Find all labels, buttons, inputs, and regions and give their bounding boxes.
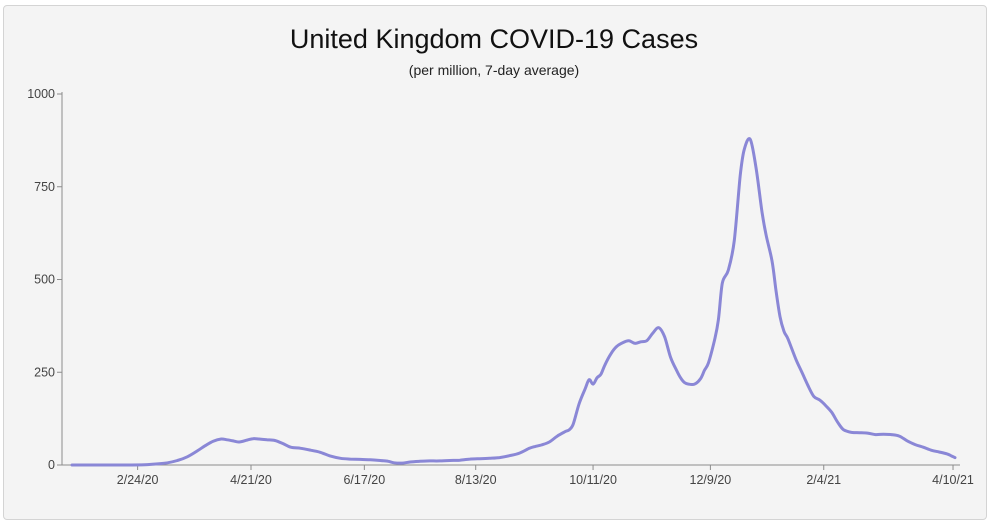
x-axis: 2/24/20 4/21/20 6/17/20 8/13/20 10/11/20 12/9… [62, 464, 974, 487]
series-layer [70, 137, 957, 467]
series-line-united-kingdom [70, 137, 957, 467]
x-tick-label: 12/9/20 [690, 473, 732, 487]
y-tick-label: 250 [34, 365, 55, 379]
x-tick-label: 2/24/20 [117, 473, 159, 487]
y-tick-label: 0 [48, 458, 55, 472]
y-tick-label: 500 [34, 273, 55, 287]
y-tick-label: 1000 [27, 87, 55, 101]
chart-title: United Kingdom COVID-19 Cases [289, 24, 699, 54]
x-tick-label: 4/21/20 [230, 473, 272, 487]
x-tick-label: 4/10/21 [932, 473, 974, 487]
chart-card [3, 5, 987, 520]
x-tick-label: 2/4/21 [806, 473, 841, 487]
x-tick-label: 10/11/20 [569, 473, 617, 487]
x-tick-label: 8/13/20 [455, 473, 497, 487]
y-tick-label: 750 [34, 180, 55, 194]
chart-subtitle: (per million, 7-day average) [408, 62, 580, 78]
y-axis: 0 250 500 750 1000 [27, 87, 63, 472]
x-tick-label: 6/17/20 [343, 473, 385, 487]
